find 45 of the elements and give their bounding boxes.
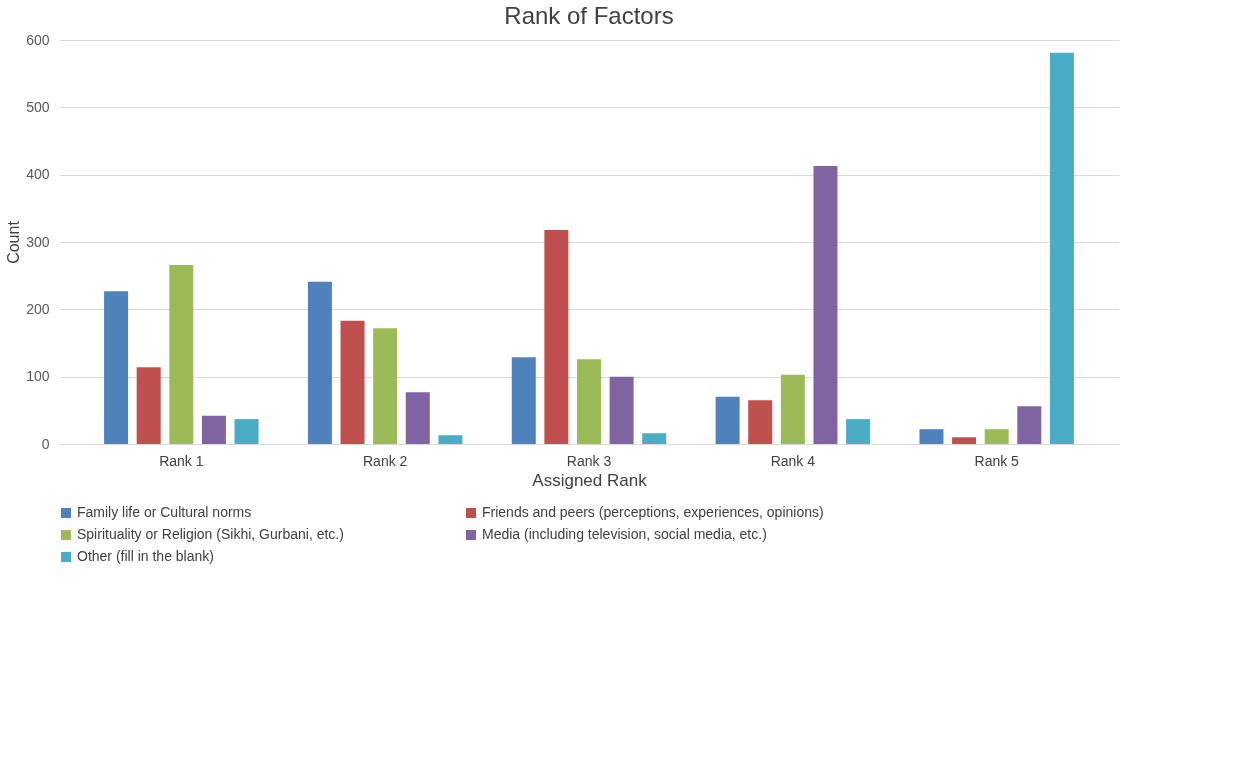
legend-label: Other (fill in the blank) xyxy=(77,548,214,564)
bar xyxy=(136,367,161,444)
bar xyxy=(104,291,129,444)
bar xyxy=(984,429,1009,444)
bar xyxy=(1017,406,1042,444)
bar xyxy=(748,400,773,444)
y-tick-label: 400 xyxy=(26,166,50,183)
bar xyxy=(373,328,398,444)
x-tick-label: Rank 3 xyxy=(566,452,612,469)
y-tick-label: 100 xyxy=(26,368,50,385)
bar xyxy=(544,229,569,444)
bar xyxy=(780,374,805,444)
bar xyxy=(577,359,601,444)
bar xyxy=(642,433,667,444)
bar xyxy=(169,264,194,444)
bar xyxy=(952,437,977,444)
bar xyxy=(234,419,259,444)
y-tick-label: 0 xyxy=(41,435,50,452)
chart-title: Rank of Factors xyxy=(504,2,674,29)
x-tick-label: Rank 2 xyxy=(362,452,408,469)
bar xyxy=(307,281,332,444)
y-tick-label: 300 xyxy=(26,233,50,250)
bar xyxy=(405,392,430,444)
y-tick-label: 500 xyxy=(26,98,50,115)
bar xyxy=(813,165,838,444)
x-tick-label: Rank 5 xyxy=(974,452,1020,469)
legend-label: Family life or Cultural norms xyxy=(77,504,252,520)
bar xyxy=(919,429,944,444)
legend-label: Spirituality or Religion (Sikhi, Gurbani, etc.) xyxy=(77,526,344,542)
bar xyxy=(340,320,365,444)
bar xyxy=(609,376,634,444)
y-axis-title: Count xyxy=(5,220,23,264)
legend-label: Media (including television, social media, etc.) xyxy=(482,526,767,542)
y-tick-label: 200 xyxy=(26,300,50,317)
bar xyxy=(1049,52,1074,444)
y-tick-label: 600 xyxy=(26,31,50,48)
bar xyxy=(201,415,226,444)
legend-label: Friends and peers (perceptions, experiences, opinions) xyxy=(482,504,824,520)
x-tick-label: Rank 4 xyxy=(770,452,816,469)
bar xyxy=(715,396,740,444)
bar xyxy=(438,435,463,444)
bar xyxy=(846,419,871,444)
x-axis-title: Assigned Rank xyxy=(532,470,648,490)
x-tick-label: Rank 1 xyxy=(159,452,204,469)
bar xyxy=(511,357,536,444)
